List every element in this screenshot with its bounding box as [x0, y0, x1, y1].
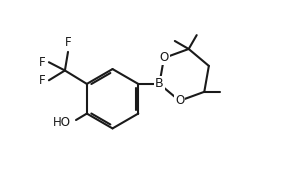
- Text: O: O: [175, 94, 184, 107]
- Text: O: O: [159, 52, 168, 64]
- Text: HO: HO: [53, 116, 71, 129]
- Text: F: F: [39, 74, 46, 87]
- Text: F: F: [65, 36, 71, 49]
- Text: F: F: [39, 56, 46, 69]
- Text: B: B: [155, 77, 164, 90]
